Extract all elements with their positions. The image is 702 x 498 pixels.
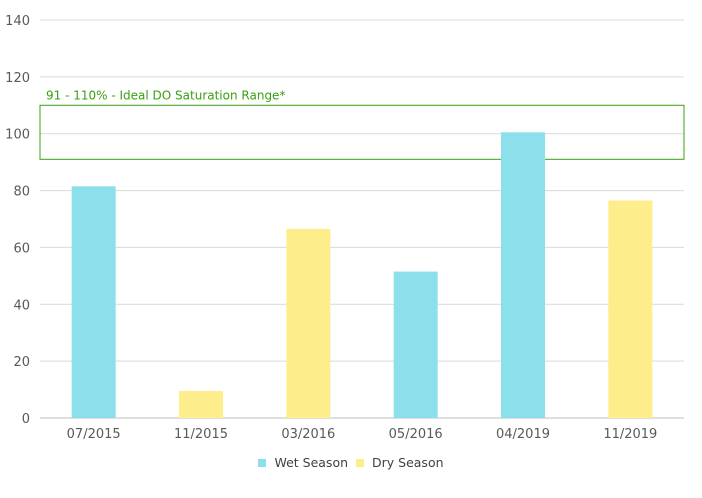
bar-07-2015[interactable] xyxy=(71,186,116,418)
bar-11-2019[interactable] xyxy=(608,200,653,418)
legend-swatch-dry xyxy=(356,458,365,467)
y-tick-label: 120 xyxy=(5,71,30,86)
x-tick-label: 11/2019 xyxy=(603,427,657,442)
y-tick-label: 20 xyxy=(13,355,30,370)
bar-05-2016[interactable] xyxy=(393,271,438,418)
ideal-range-rect xyxy=(39,104,685,160)
legend-swatch-wet xyxy=(258,458,267,467)
bar-04-2019[interactable] xyxy=(501,132,545,419)
bar-03-2016[interactable] xyxy=(286,228,331,418)
bars xyxy=(71,132,653,419)
bar-11-2015[interactable] xyxy=(179,390,223,418)
y-tick-label: 140 xyxy=(5,14,30,29)
legend-item-dry[interactable]: Dry Season xyxy=(356,455,444,470)
y-tick-label: 100 xyxy=(5,128,30,143)
gridlines xyxy=(40,19,684,419)
y-axis-ticks: 0 20 40 60 80 100 120 140 xyxy=(5,14,30,427)
legend-label-wet: Wet Season xyxy=(274,455,349,470)
y-tick-label: 0 xyxy=(22,412,30,427)
y-tick-label: 40 xyxy=(13,298,30,313)
legend: Wet Season Dry Season xyxy=(0,455,702,470)
legend-label-dry: Dry Season xyxy=(372,455,444,470)
x-axis-ticks: 07/2015 11/2015 03/2016 05/2016 04/2019 11/20… xyxy=(67,427,658,442)
x-tick-label: 03/2016 xyxy=(281,427,335,442)
ideal-range-label: 91 - 110% - Ideal DO Saturation Range* xyxy=(46,88,285,102)
x-tick-label: 05/2016 xyxy=(389,427,443,442)
y-tick-label: 80 xyxy=(13,185,30,200)
y-tick-label: 60 xyxy=(13,241,30,256)
x-tick-label: 11/2015 xyxy=(174,427,228,442)
ideal-range-band: 91 - 110% - Ideal DO Saturation Range* xyxy=(39,88,685,160)
x-tick-label: 04/2019 xyxy=(496,427,550,442)
legend-item-wet[interactable]: Wet Season xyxy=(258,455,348,470)
x-tick-label: 07/2015 xyxy=(67,427,121,442)
